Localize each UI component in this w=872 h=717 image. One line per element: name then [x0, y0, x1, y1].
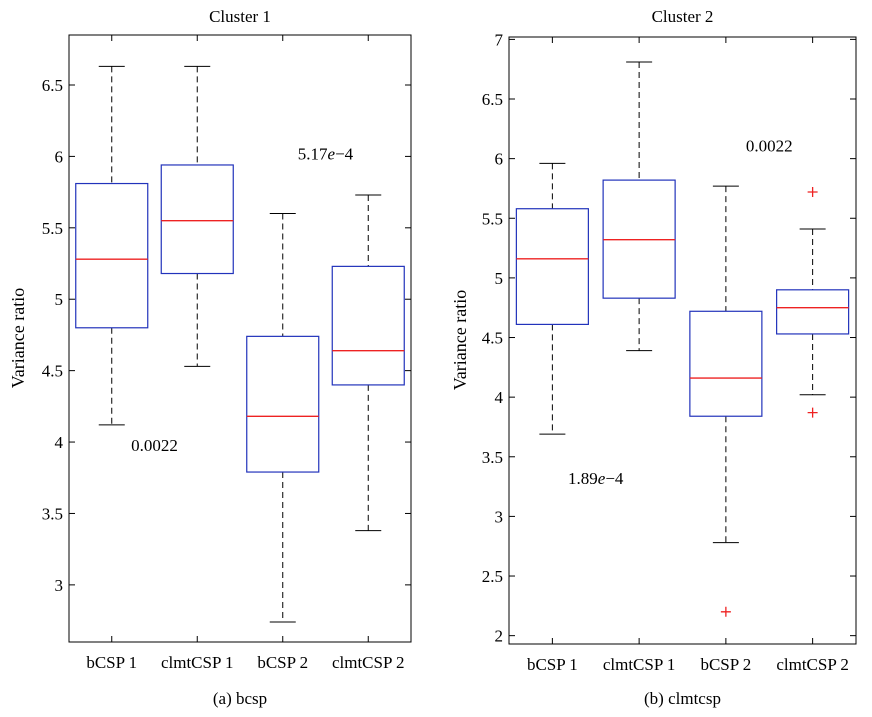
- box-2: [160, 65, 234, 367]
- y-tick-label: 6: [55, 147, 64, 166]
- iqr-box: [689, 310, 763, 417]
- panel-caption: (a) bcsp: [213, 689, 267, 708]
- box-1: [515, 162, 589, 435]
- y-tick-label: 4.5: [42, 362, 63, 381]
- y-tick-label: 6.5: [482, 90, 503, 109]
- x-tick-label: bCSP 2: [700, 655, 751, 674]
- y-tick-label: 5.5: [42, 219, 63, 238]
- p-value-annotation: 0.0022: [746, 137, 793, 156]
- iqr-box: [246, 335, 320, 473]
- y-tick-label: 2: [495, 627, 504, 646]
- x-tick-label: clmtCSP 1: [603, 655, 676, 674]
- panel-cluster-2: Cluster 2 (b) clmtcsp Variance ratio 2 2.5 3 3…: [450, 7, 857, 708]
- outlier-marker: [807, 407, 818, 418]
- y-tick-label: 2.5: [482, 567, 503, 586]
- y-axis-label: Variance ratio: [450, 290, 470, 390]
- y-tick-label: 3.5: [482, 448, 503, 467]
- y-tick-label: 7: [495, 30, 504, 49]
- box-3: [246, 213, 320, 623]
- plot-frame: [508, 36, 857, 645]
- p-value-annotation: 5.17e−4: [298, 145, 354, 164]
- box-2: [602, 61, 676, 352]
- y-tick-label: 3: [55, 576, 64, 595]
- y-tick-label: 3.5: [42, 504, 63, 523]
- y-tick-label: 5: [495, 269, 504, 288]
- outlier-marker: [720, 606, 731, 617]
- x-tick-label: clmtCSP 2: [332, 653, 405, 672]
- chart-title: Cluster 1: [209, 7, 271, 26]
- y-tick-label: 5.5: [482, 209, 503, 228]
- x-tick-label: bCSP 2: [257, 653, 308, 672]
- x-tick-label: clmtCSP 1: [161, 653, 234, 672]
- y-tick-label: 4.5: [482, 329, 503, 348]
- panel-cluster-1: Cluster 1 (a) bcsp Variance ratio 3 3.5 4 4.5 5…: [8, 7, 412, 708]
- y-tick-label: 6: [495, 150, 504, 169]
- iqr-box: [160, 164, 234, 275]
- chart-title: Cluster 2: [652, 7, 714, 26]
- p-value-annotation: 1.89e−4: [568, 469, 624, 488]
- p-value-annotation: 0.0022: [131, 436, 178, 455]
- plot-frame: [68, 34, 412, 643]
- x-tick-label: clmtCSP 2: [776, 655, 849, 674]
- y-tick-label: 4: [495, 388, 504, 407]
- iqr-box: [331, 265, 405, 386]
- box-4: [331, 194, 405, 532]
- y-tick-label: 3: [495, 507, 504, 526]
- outlier-marker: [807, 187, 818, 198]
- y-axis-label: Variance ratio: [8, 288, 28, 388]
- box-1: [75, 65, 149, 426]
- y-tick-label: 6.5: [42, 76, 63, 95]
- y-tick-label: 5: [55, 290, 64, 309]
- iqr-box: [515, 208, 589, 326]
- box-4: [776, 187, 850, 418]
- box-3: [689, 185, 763, 617]
- x-tick-label: bCSP 1: [86, 653, 137, 672]
- y-tick-label: 4: [55, 433, 64, 452]
- x-tick-label: bCSP 1: [527, 655, 578, 674]
- iqr-box: [75, 182, 149, 329]
- panel-caption: (b) clmtcsp: [644, 689, 721, 708]
- iqr-box: [776, 289, 850, 335]
